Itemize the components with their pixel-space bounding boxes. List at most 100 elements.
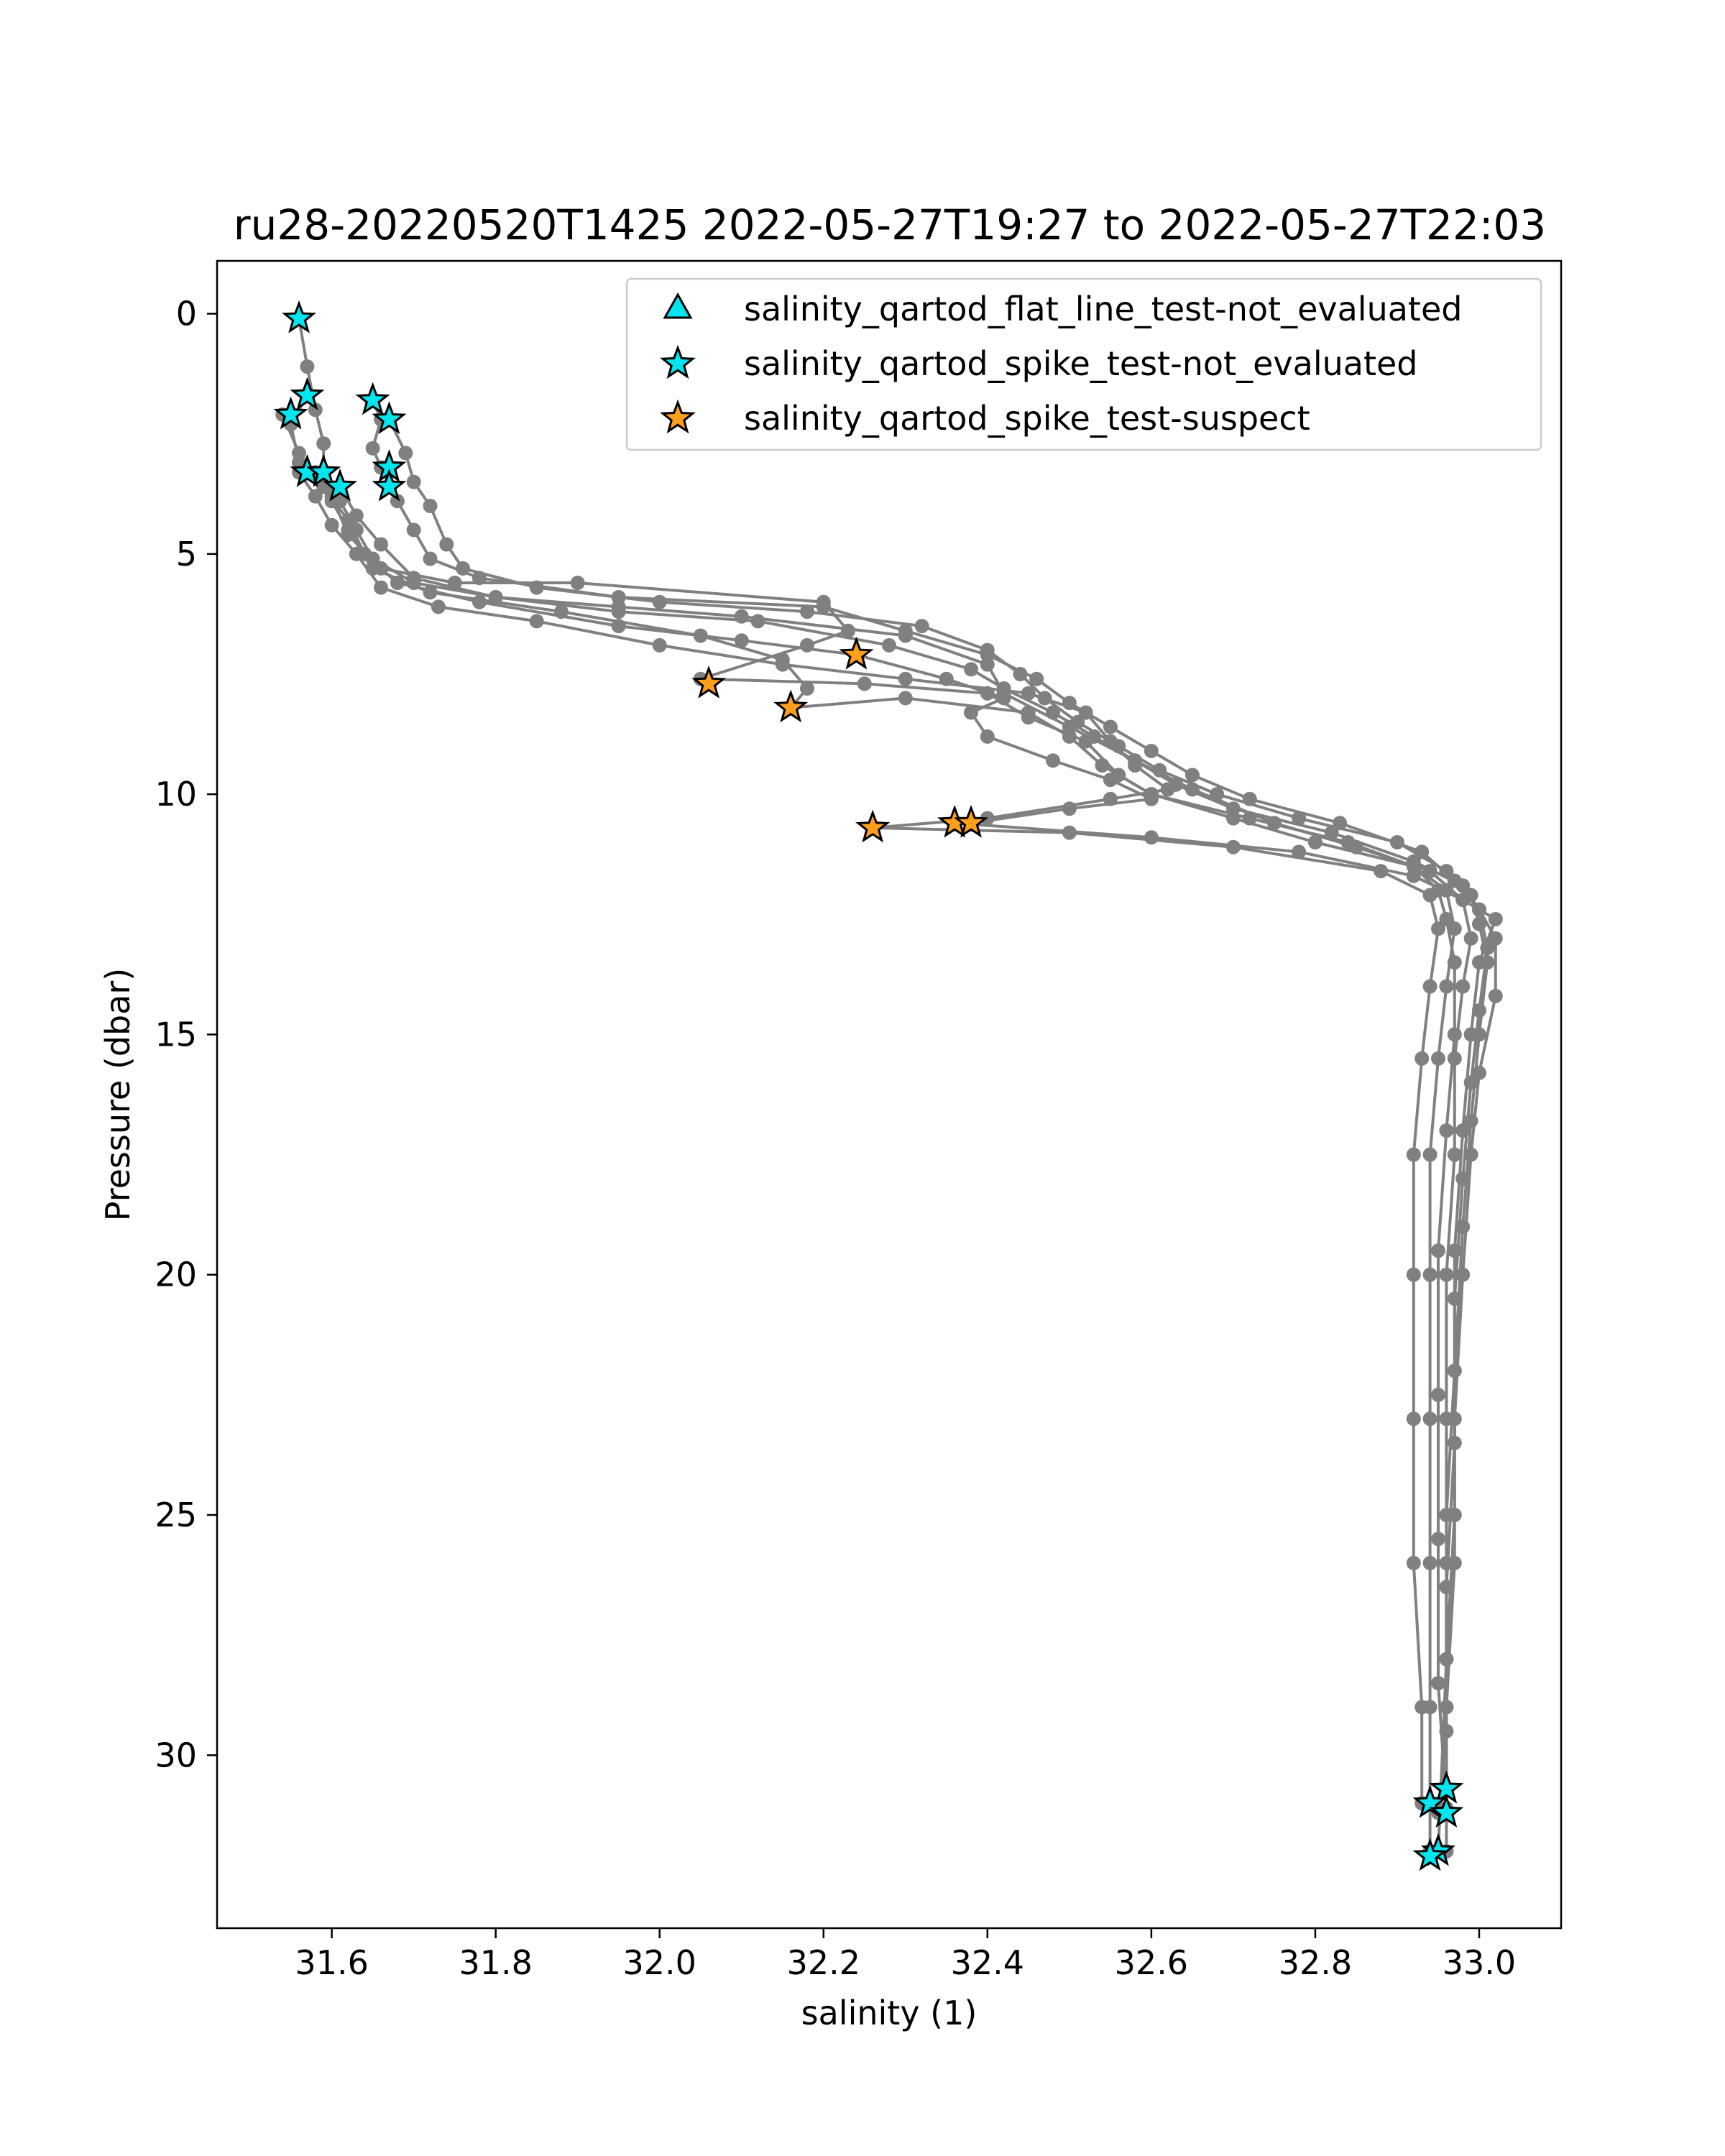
profile-point <box>1463 1147 1478 1162</box>
profile-point <box>1046 705 1060 720</box>
legend-triangle-icon <box>663 292 693 319</box>
profile-1 <box>292 311 1478 1797</box>
profile-point <box>488 590 503 604</box>
legend: salinity_qartod_flat_line_test-not_evalu… <box>625 277 1542 451</box>
profile-line <box>314 471 1456 1851</box>
profile-point <box>1439 1651 1454 1667</box>
profile-point <box>1103 719 1118 734</box>
profile-point <box>1431 1243 1445 1258</box>
y-axis: 0 5 10 15 20 25 30 <box>155 295 217 1774</box>
profile-point <box>1488 988 1503 1003</box>
profile-point <box>1414 1051 1430 1066</box>
x-tick-label: 32.8 <box>1279 1943 1352 1982</box>
profile-point <box>1431 1387 1445 1402</box>
flag-star-marker <box>372 468 407 502</box>
y-tick-label: 10 <box>155 775 197 814</box>
profile-point <box>406 571 421 586</box>
profile-point <box>1439 1123 1454 1138</box>
profile-line <box>289 395 1456 1809</box>
profile-point <box>374 537 388 552</box>
profile-point <box>292 446 306 461</box>
profile-point <box>1447 921 1462 936</box>
profile-point <box>1447 1027 1462 1042</box>
profile-point <box>693 628 708 643</box>
flag-star-marker <box>1429 1795 1464 1828</box>
profile-point <box>1021 705 1036 720</box>
profile-point <box>374 580 388 595</box>
profile-point <box>1292 811 1307 826</box>
flag-star-marker <box>691 665 727 699</box>
flag-star-marker <box>372 401 407 435</box>
profile-point <box>1225 801 1241 816</box>
flag-star-marker <box>839 636 874 670</box>
flag-star-marker <box>954 804 989 838</box>
profile-point <box>1439 912 1454 926</box>
profile-point <box>652 594 667 609</box>
profile-point <box>1439 883 1454 898</box>
profile-point <box>1472 1003 1486 1018</box>
profile-point <box>390 494 405 509</box>
profile-point <box>1406 1267 1421 1282</box>
plot-frame <box>216 259 1563 1930</box>
profile-2 <box>283 388 1462 1815</box>
profile-point <box>980 729 995 744</box>
profile-point <box>456 561 471 576</box>
flag-star-marker <box>855 809 891 843</box>
profile-point <box>800 681 814 696</box>
profile-point <box>1095 758 1110 773</box>
profile-point <box>652 637 667 653</box>
profile-point <box>1184 768 1200 783</box>
series-2 <box>691 636 989 843</box>
y-axis-label: Pressure (dbar) <box>98 968 137 1221</box>
profile-point <box>1422 1700 1438 1715</box>
profile-point <box>308 489 323 504</box>
profile-point <box>529 580 544 595</box>
flag-star-marker <box>773 689 809 723</box>
profile-point <box>1422 1267 1438 1282</box>
y-tick-label: 5 <box>176 535 197 573</box>
profile-point <box>570 576 585 590</box>
profile-point <box>553 604 569 619</box>
profile-point <box>1439 864 1454 879</box>
profile-point <box>882 637 896 653</box>
x-tick-label: 32.0 <box>623 1943 696 1982</box>
profile-point <box>1210 787 1225 802</box>
profile-point <box>1292 844 1307 860</box>
y-tick-label: 30 <box>155 1736 197 1774</box>
profile-point <box>1324 825 1339 840</box>
legend-entry-1: salinity_qartod_flat_line_test-not_evalu… <box>663 290 1462 328</box>
profile-point <box>1144 830 1159 845</box>
profile-point <box>349 508 364 523</box>
flag-star-marker <box>355 382 390 415</box>
profile-point <box>734 633 749 648</box>
profile-point <box>431 599 446 614</box>
x-axis: 31.6 31.8 32.0 32.2 32.4 32.6 32.8 33.0 <box>295 1928 1516 1982</box>
profile-point <box>1152 763 1167 778</box>
profile-point <box>964 705 978 720</box>
profile-point <box>1374 864 1389 879</box>
profile-point <box>1447 1508 1462 1522</box>
profile-point <box>1447 1147 1462 1162</box>
profile-point <box>1062 696 1077 711</box>
flag-star-marker <box>1412 1784 1448 1818</box>
legend-label: salinity_qartod_spike_test-suspect <box>744 399 1310 438</box>
profile-point <box>857 676 872 691</box>
profile-point <box>1488 912 1503 926</box>
profile-7 <box>365 392 1503 1797</box>
profile-point <box>1406 1555 1421 1570</box>
profile-point <box>611 604 626 619</box>
profile-point <box>1447 1363 1462 1378</box>
profile-8 <box>382 412 1495 1858</box>
profile-point <box>1455 1219 1471 1234</box>
y-tick-label: 20 <box>155 1256 197 1294</box>
profile-point <box>800 604 814 619</box>
profile-point <box>472 594 487 609</box>
flag-star-marker <box>323 468 358 502</box>
profile-point <box>406 474 421 489</box>
y-tick-label: 25 <box>155 1496 197 1534</box>
profile-point <box>300 359 315 374</box>
profile-point <box>898 623 913 638</box>
profile-point <box>1447 1051 1462 1066</box>
profile-point <box>816 599 831 614</box>
